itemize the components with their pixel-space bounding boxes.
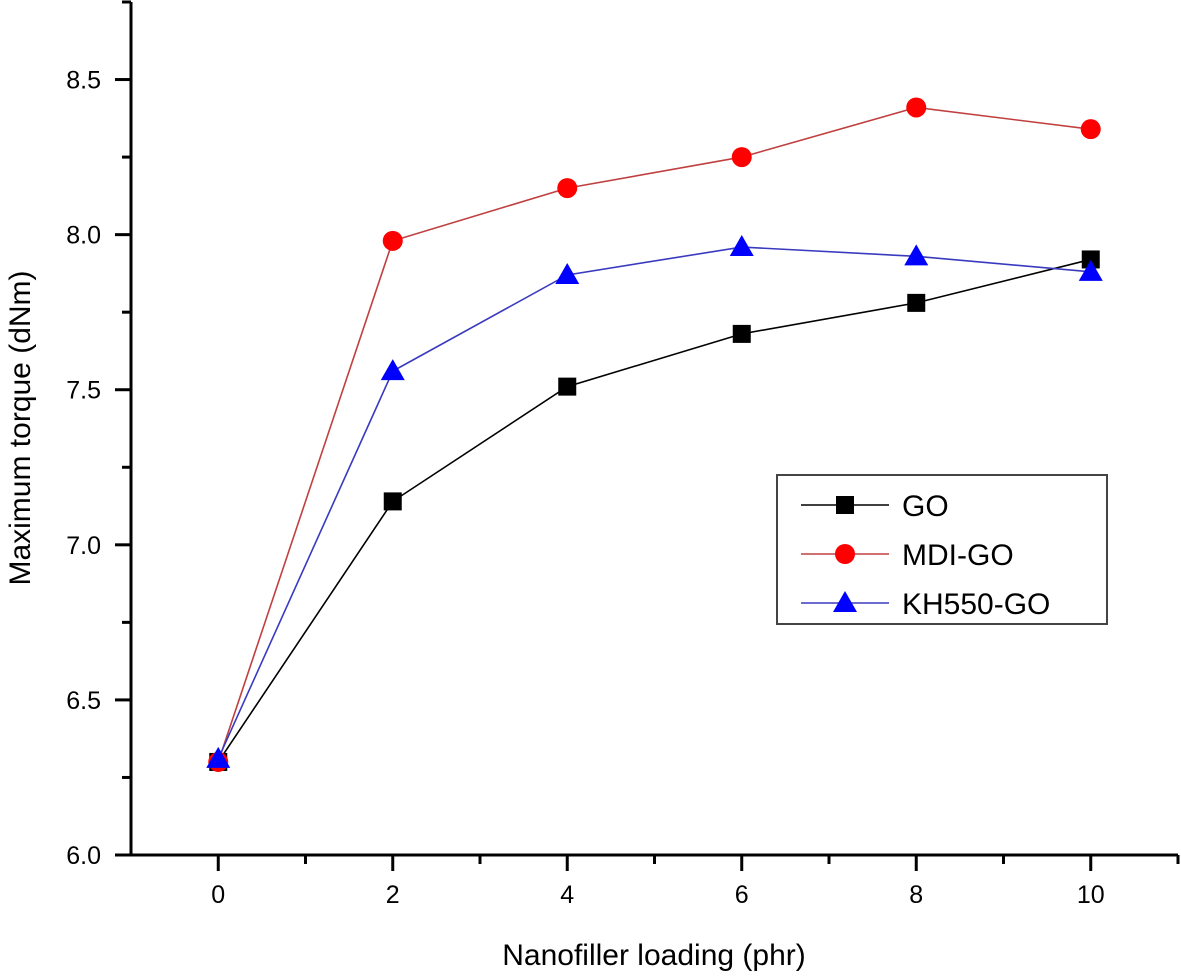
axes: 6.0 6.5 7.0 7.5 8.0 8.5 0 2 4 6 8 10 bbox=[66, 0, 1180, 909]
data-point-kh550-go bbox=[904, 244, 929, 266]
x-tick-label: 8 bbox=[909, 881, 923, 909]
x-tick-label: 6 bbox=[735, 881, 749, 909]
series-kh550-go bbox=[206, 235, 1103, 768]
data-point-kh550-go bbox=[555, 262, 580, 284]
legend-item-go: GO bbox=[801, 490, 949, 523]
legend-label: KH550-GO bbox=[902, 588, 1050, 621]
x-tick-label: 4 bbox=[560, 881, 574, 909]
x-tick-label: 2 bbox=[386, 881, 400, 909]
y-tick-label: 6.0 bbox=[66, 842, 101, 870]
y-tick-label: 8.0 bbox=[66, 222, 101, 250]
x-tick-label: 0 bbox=[211, 881, 225, 909]
legend-label: MDI-GO bbox=[902, 539, 1014, 572]
legend-marker-triangle bbox=[833, 591, 857, 612]
data-point-mdi-go bbox=[906, 97, 927, 118]
data-point-kh550-go bbox=[380, 359, 405, 381]
legend-label: GO bbox=[902, 490, 949, 523]
data-point-mdi-go bbox=[731, 147, 752, 168]
legend-marker-square bbox=[836, 496, 854, 514]
data-point-go bbox=[383, 492, 402, 511]
y-tick-label: 6.5 bbox=[66, 687, 101, 715]
legend-item-mdi-go: MDI-GO bbox=[801, 539, 1014, 572]
series-go bbox=[209, 250, 1100, 771]
series-line-go bbox=[217, 258, 1091, 763]
data-point-go bbox=[732, 324, 751, 343]
data-point-mdi-go bbox=[1080, 119, 1101, 140]
data-point-go bbox=[907, 293, 926, 312]
y-tick-label: 7.0 bbox=[66, 532, 101, 560]
data-point-mdi-go bbox=[557, 178, 578, 199]
data-point-mdi-go bbox=[382, 230, 403, 251]
x-axis-title: Nanofiller loading (phr) bbox=[502, 939, 806, 972]
data-point-go bbox=[558, 377, 577, 396]
series-line-mdi-go bbox=[217, 106, 1091, 763]
legend-box bbox=[776, 474, 1108, 625]
data-point-kh550-go bbox=[729, 235, 754, 257]
data-point-kh550-go bbox=[206, 746, 231, 768]
y-tick-label: 7.5 bbox=[66, 377, 101, 405]
series-mdi-go bbox=[208, 97, 1101, 772]
y-axis-title: Maximum torque (dNm) bbox=[4, 270, 37, 585]
legend-item-kh550-go: KH550-GO bbox=[801, 588, 1050, 621]
data-point-go bbox=[1081, 250, 1100, 269]
series-layer bbox=[206, 97, 1103, 772]
series-line-kh550-go bbox=[217, 246, 1091, 760]
legend-marker-circle bbox=[835, 544, 855, 564]
y-tick-label: 8.5 bbox=[66, 67, 101, 95]
legend: GO MDI-GO KH550-GO bbox=[776, 474, 1108, 625]
data-point-kh550-go bbox=[1078, 259, 1103, 281]
x-tick-label: 10 bbox=[1077, 881, 1105, 909]
